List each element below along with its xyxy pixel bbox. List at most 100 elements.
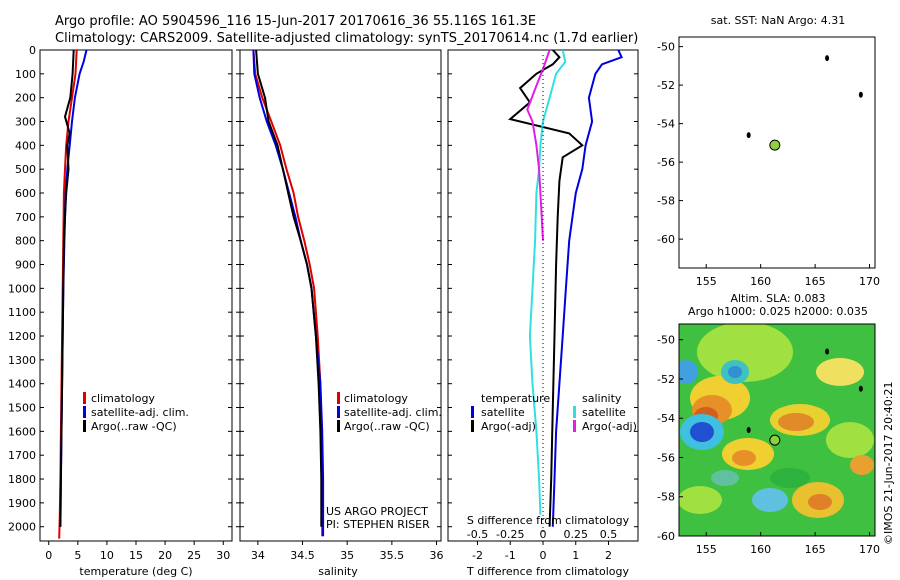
legend-s-satellite: satellite [582, 406, 626, 419]
legend-t-satellite-swatch [471, 406, 474, 418]
s-tick-label: -0.25 [496, 528, 524, 541]
s-tick-label: 0 [540, 528, 547, 541]
legend-satellite: satellite-adj. clim. [91, 406, 189, 419]
depth-tick-label: 1300 [8, 354, 36, 367]
sla-map-title: Altim. SLA: 0.083 [730, 292, 825, 305]
project-annotation: US ARGO PROJECT [326, 505, 428, 518]
profile-line-temperature-argo-adj- [508, 50, 584, 527]
island-speck [858, 91, 863, 98]
legend-argo: Argo(..raw -QC) [91, 420, 177, 433]
island-speck [825, 55, 830, 62]
lat-tick-label: -58 [657, 491, 675, 504]
x-tick-label: 25 [187, 549, 201, 562]
sla-blob [732, 450, 756, 466]
x-tick-label: 30 [216, 549, 230, 562]
depth-tick-label: 1100 [8, 306, 36, 319]
x-tick-label: -1 [505, 549, 516, 562]
depth-axis: 0 100 200 300 400 500 600 700 800 900 1000 1100 1200… [8, 44, 638, 534]
lon-tick-label: 155 [696, 543, 717, 556]
salinity-xlabel: salinity [318, 565, 358, 578]
x-tick-label: 20 [158, 549, 172, 562]
sla-blob [711, 470, 739, 486]
x-tick-label: 35.5 [380, 549, 405, 562]
lat-tick-label: -54 [657, 412, 675, 425]
depth-tick-label: 2000 [8, 521, 36, 534]
legend-s-satellite-swatch [573, 406, 576, 418]
sla-blob [850, 455, 874, 475]
x-tick-label: 5 [74, 549, 81, 562]
x-tick-label: 0 [540, 549, 547, 562]
sla-blob [679, 486, 722, 514]
legend-climatology: climatology [91, 392, 155, 405]
sla-blob [770, 468, 810, 488]
s-tick-label: 0.25 [564, 528, 589, 541]
x-tick-label: 2 [605, 549, 612, 562]
lat-tick-label: -52 [657, 79, 675, 92]
sla-blob [808, 494, 832, 510]
sla-blob [679, 360, 698, 384]
sla-blob [697, 324, 793, 382]
x-tick-label: 34 [251, 549, 265, 562]
legend-argo-swatch [83, 420, 86, 432]
lat-tick-label: -56 [657, 156, 675, 169]
legend-argo: Argo(..raw -QC) [344, 420, 430, 433]
x-tick-label: 34.5 [290, 549, 315, 562]
sla-blob [690, 422, 714, 442]
float-position-marker [769, 139, 781, 151]
island-speck [746, 427, 751, 433]
sla-blob [778, 413, 814, 431]
lon-tick-label: 155 [696, 275, 717, 288]
depth-tick-label: 1000 [8, 282, 36, 295]
sst-map-title: sat. SST: NaN Argo: 4.31 [711, 14, 845, 27]
imos-credit: ©IMOS 21-Jun-2017 20:40:21 [882, 381, 895, 545]
difference-x-ticks: -2 -1 0 1 2 -0.5 -0.25 0 0.25 0.5 [467, 528, 618, 562]
depth-tick-label: 600 [15, 187, 36, 200]
sla-blob [816, 358, 864, 386]
sla-map-overlay: 155 160 165 170 -50 -52 -54 -56 -58 -60 [657, 334, 880, 556]
s-tick-label: -0.5 [467, 528, 488, 541]
profile-line-salinity-satellite [528, 50, 567, 515]
pi-annotation: PI: STEPHEN RISER [326, 518, 430, 531]
legend-climatology: climatology [344, 392, 408, 405]
depth-tick-label: 1500 [8, 402, 36, 415]
x-tick-label: 10 [100, 549, 114, 562]
sla-blob [752, 488, 788, 512]
depth-tick-label: 300 [15, 116, 36, 129]
depth-tick-label: 1900 [8, 497, 36, 510]
salinity-legend: climatology satellite-adj. clim. Argo(..… [337, 392, 442, 433]
island-speck [746, 132, 751, 139]
title-line-1: Argo profile: AO 5904596_116 15-Jun-2017… [55, 14, 536, 29]
island-speck [858, 385, 863, 392]
lat-tick-label: -60 [657, 233, 675, 246]
depth-tick-label: 0 [29, 44, 36, 57]
legend-satellite-swatch [83, 406, 86, 418]
depth-tick-label: 500 [15, 163, 36, 176]
lat-tick-label: -60 [657, 530, 675, 543]
temperature-xlabel: temperature (deg C) [79, 565, 192, 578]
lat-tick-label: -56 [657, 451, 675, 464]
lat-tick-label: -58 [657, 195, 675, 208]
legend-salinity-title: salinity [582, 392, 622, 405]
legend-climatology-swatch [337, 392, 340, 404]
depth-tick-label: 1700 [8, 449, 36, 462]
legend-t-argo-swatch [471, 420, 474, 432]
legend-s-argo: Argo(-adj) [582, 420, 637, 433]
s-difference-xlabel: S difference from climatology [467, 514, 630, 527]
lon-tick-label: 165 [805, 275, 826, 288]
depth-tick-label: 1600 [8, 425, 36, 438]
sla-map-frame [678, 323, 876, 537]
temperature-profiles [58, 50, 88, 539]
profile-line-satellite-adj-clim- [59, 50, 88, 527]
depth-tick-label: 200 [15, 92, 36, 105]
t-difference-xlabel: T difference from climatology [466, 565, 629, 578]
legend-satellite: satellite-adj. clim. [344, 406, 442, 419]
s-tick-label: 0.5 [600, 528, 618, 541]
x-tick-label: -2 [472, 549, 483, 562]
temperature-legend: climatology satellite-adj. clim. Argo(..… [83, 392, 189, 433]
lon-tick-label: 160 [750, 275, 771, 288]
sst-map: 155 160 165 170 -50 -52 -54 -56 -58 -60 [657, 41, 880, 288]
depth-tick-label: 1800 [8, 473, 36, 486]
island-speck [825, 348, 830, 355]
temperature-x-ticks: 0 5 10 15 20 25 30 [45, 541, 230, 562]
